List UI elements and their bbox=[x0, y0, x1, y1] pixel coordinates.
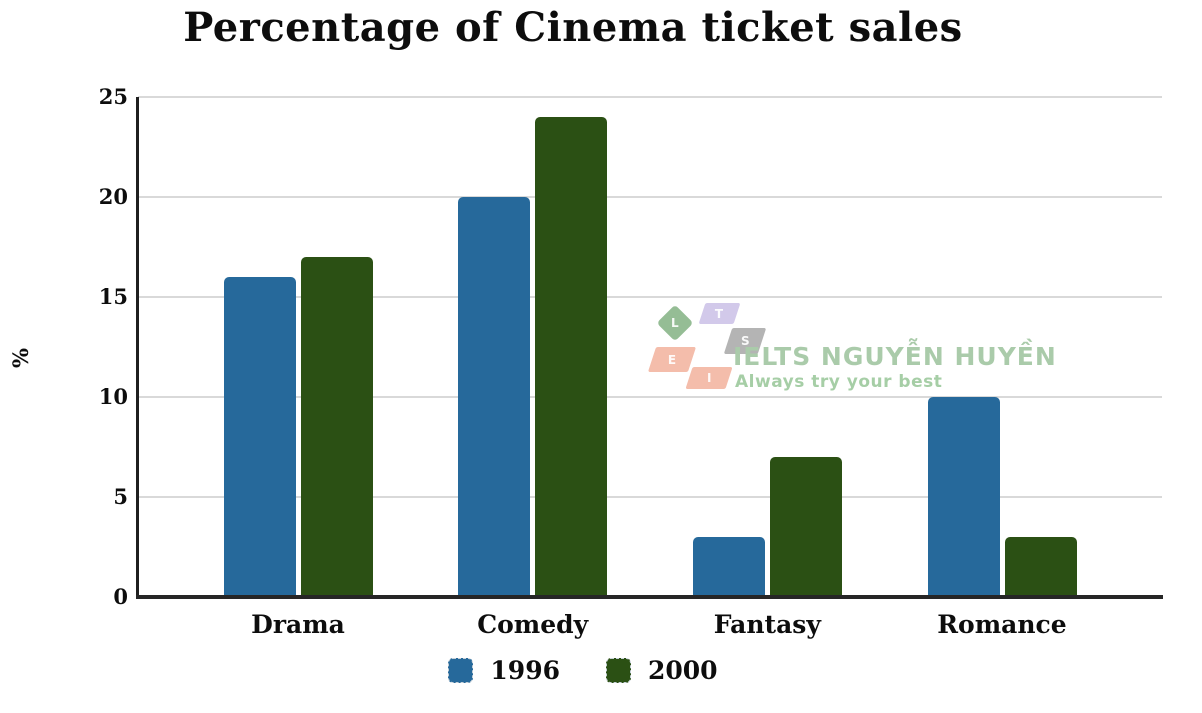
watermark-brand-text: IELTS NGUYỄN HUYỀN bbox=[733, 342, 1057, 371]
bar-drama-1996 bbox=[223, 277, 296, 597]
bar-romance-2000 bbox=[1004, 537, 1077, 597]
bar-fantasy-2000 bbox=[769, 457, 842, 597]
gridline-20 bbox=[138, 196, 1162, 198]
logo-letter-l-icon: L bbox=[656, 304, 694, 342]
x-category-label-comedy: Comedy bbox=[477, 610, 589, 639]
x-category-label-romance: Romance bbox=[937, 610, 1067, 639]
bar-drama-2000 bbox=[300, 257, 373, 597]
y-tick-label-10: 10 bbox=[98, 384, 128, 409]
plot-area: 0 5 10 15 20 25 Drama Comedy Fantasy Romance bbox=[99, 86, 1163, 639]
logo-letter-t-icon: T bbox=[698, 303, 741, 324]
bar-comedy-2000 bbox=[535, 117, 608, 597]
legend-label-1996: 1996 bbox=[490, 656, 560, 685]
y-tick-label-0: 0 bbox=[113, 584, 128, 609]
y-axis-line bbox=[136, 97, 139, 597]
x-category-label-drama: Drama bbox=[251, 610, 345, 639]
gridline-10 bbox=[138, 396, 1162, 398]
logo-letter-i-icon: I bbox=[685, 367, 733, 389]
chart-title: Percentage of Cinema ticket sales bbox=[183, 4, 963, 51]
y-tick-label-25: 25 bbox=[98, 84, 128, 109]
x-axis-line bbox=[136, 595, 1163, 599]
y-tick-label-5: 5 bbox=[113, 484, 128, 509]
y-axis-label: % bbox=[7, 348, 33, 368]
bar-romance-1996 bbox=[927, 397, 1000, 597]
legend-label-2000: 2000 bbox=[648, 656, 718, 685]
watermark-tagline-text: Always try your best bbox=[735, 372, 943, 392]
bar-fantasy-1996 bbox=[692, 537, 765, 597]
legend: 1996 2000 bbox=[0, 656, 1166, 685]
legend-item-2000: 2000 bbox=[606, 656, 718, 685]
legend-item-1996: 1996 bbox=[448, 656, 560, 685]
logo-letter-e-icon: E bbox=[647, 347, 697, 372]
gridline-5 bbox=[138, 496, 1162, 498]
legend-swatch-2000 bbox=[606, 658, 631, 683]
x-category-label-fantasy: Fantasy bbox=[713, 610, 821, 639]
y-tick-label-20: 20 bbox=[98, 184, 128, 209]
gridline-15 bbox=[138, 296, 1162, 298]
bar-comedy-1996 bbox=[458, 197, 531, 597]
gridline-25 bbox=[138, 96, 1162, 98]
legend-swatch-1996 bbox=[448, 658, 474, 683]
y-tick-label-15: 15 bbox=[98, 284, 128, 309]
